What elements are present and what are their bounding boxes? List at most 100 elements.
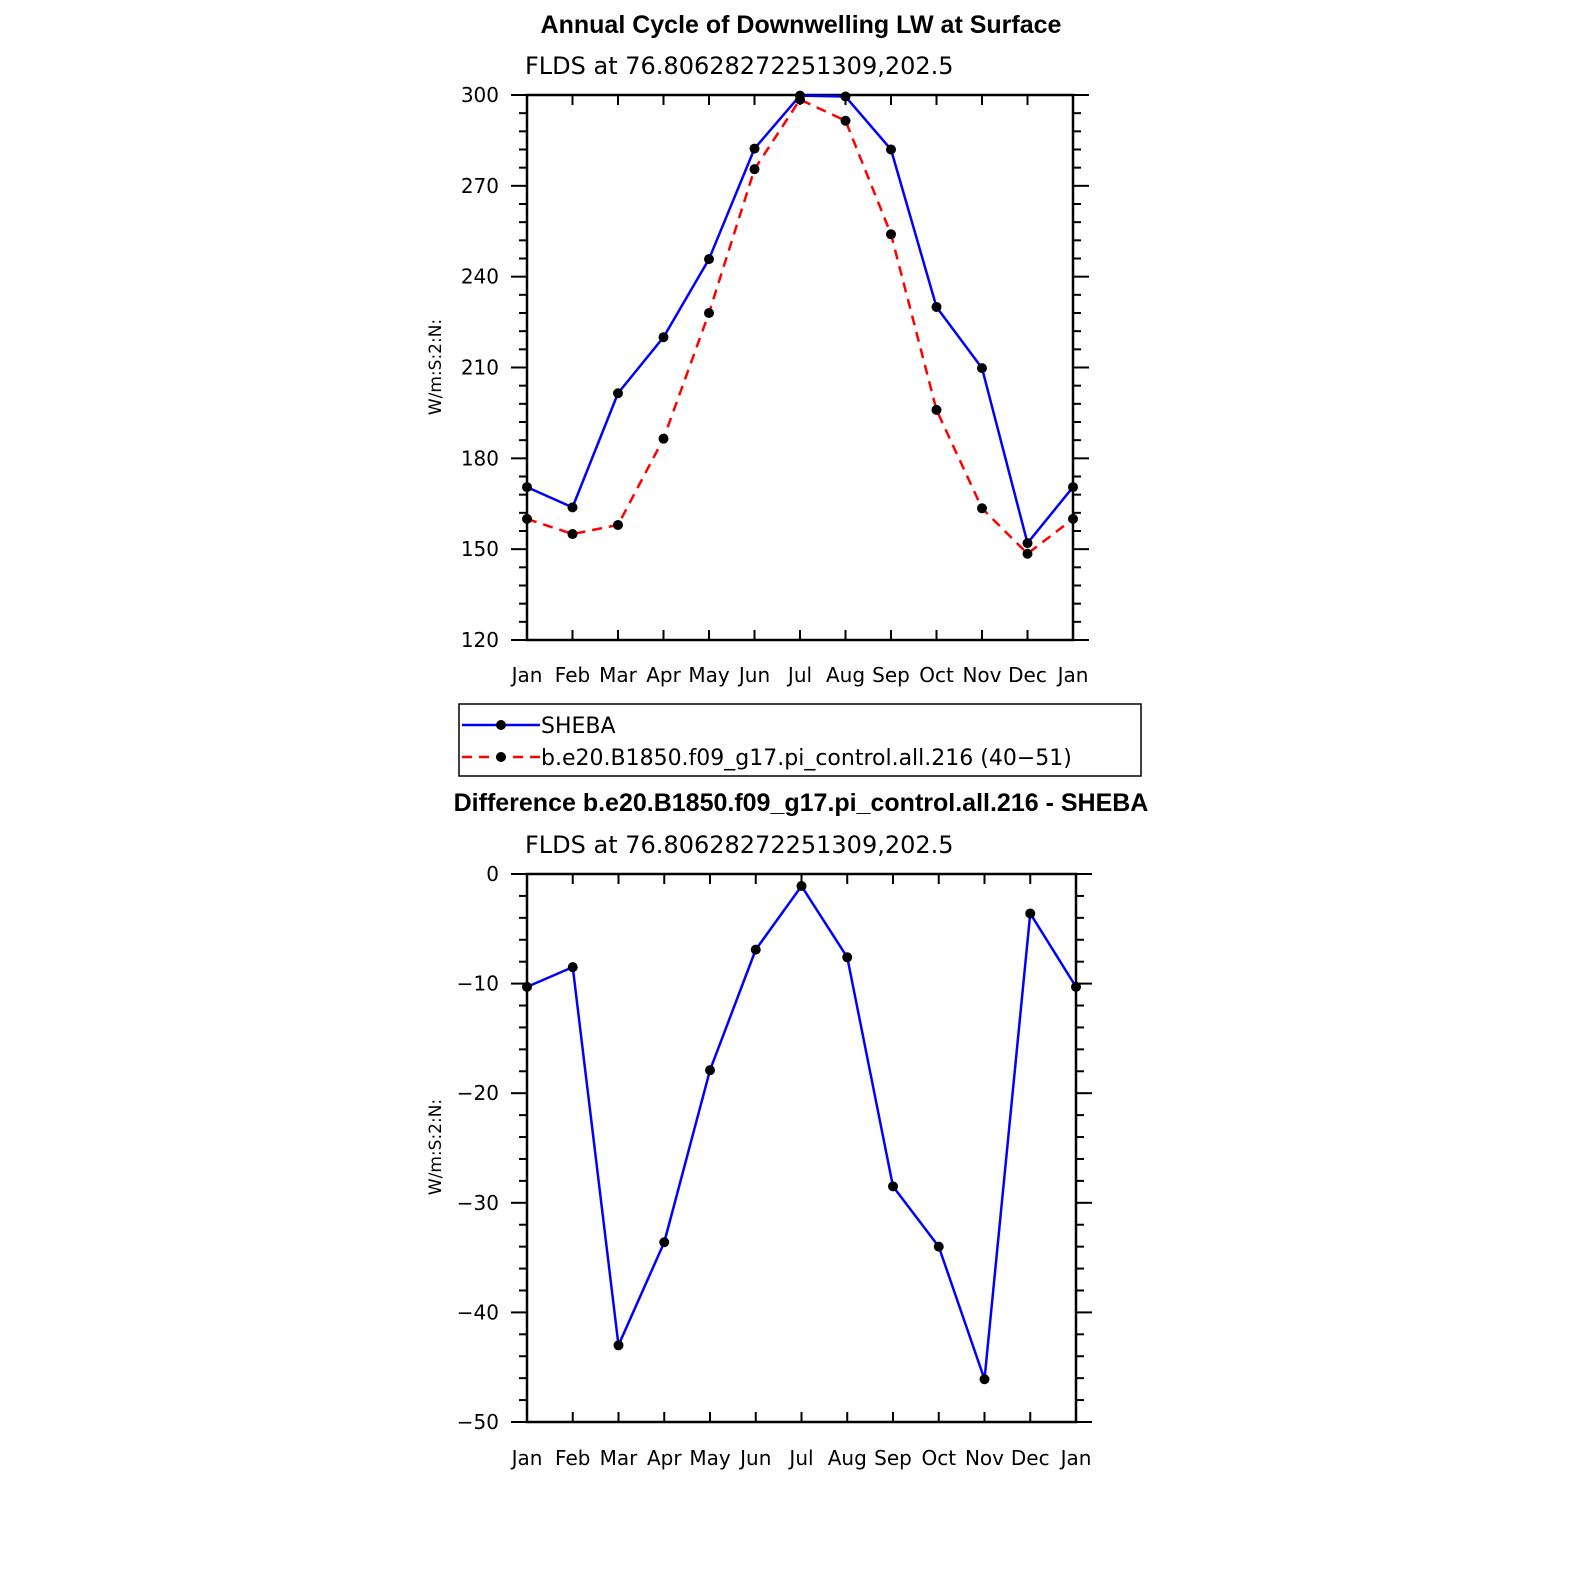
data-point-1 (613, 519, 623, 530)
data-point-0 (567, 502, 578, 513)
data-point-0 (1071, 981, 1081, 992)
data-point-1 (1068, 513, 1078, 524)
y-tick-label: 150 (461, 537, 499, 561)
x-tick-label: Jul (787, 1446, 813, 1470)
data-point-1 (931, 404, 942, 415)
x-tick-label: Nov (962, 663, 1001, 687)
legend-label-model: b.e20.B1850.f09_g17.pi_control.all.216 (… (541, 746, 1072, 771)
data-point-0 (750, 944, 761, 955)
x-tick-label: Sep (874, 1446, 912, 1470)
data-point-0 (1025, 908, 1036, 919)
data-point-0 (1068, 482, 1078, 493)
series-lines (526, 94, 1074, 555)
x-tick-label: Aug (826, 663, 865, 687)
data-point-0 (931, 301, 942, 312)
data-point-0 (886, 144, 896, 155)
y-tick-labels: 120 150 180 210 240 270 300 (461, 83, 499, 652)
x-tick-label: Jan (510, 663, 543, 687)
data-point-0 (979, 1374, 990, 1385)
data-point-0 (842, 952, 853, 963)
data-point-0 (613, 388, 623, 399)
series-lines (526, 884, 1078, 1381)
data-point-1 (795, 94, 805, 105)
data-point-0 (977, 363, 987, 374)
x-tick-label: Mar (599, 663, 638, 687)
x-tick-label: Jan (510, 1446, 543, 1470)
data-point-1 (567, 529, 578, 540)
y-tick-label: −20 (457, 1081, 499, 1105)
x-tick-label: Jan (1056, 663, 1089, 687)
series-line-0 (526, 884, 1078, 1381)
x-tick-label: Feb (555, 1446, 590, 1470)
data-point-0 (659, 1237, 670, 1248)
x-tick-labels: Jan Feb Mar Apr May Jun Jul Aug Sep Oct Nov Dec Jan (510, 663, 1089, 687)
series-points (522, 90, 1078, 559)
data-point-0 (796, 881, 807, 892)
data-point-0 (522, 981, 532, 992)
axis-ticks (511, 94, 1089, 641)
x-tick-label: Nov (965, 1446, 1004, 1470)
y-tick-label: −40 (457, 1300, 499, 1324)
y-tick-label: 0 (486, 862, 499, 886)
x-tick-label: May (689, 1446, 731, 1470)
y-tick-label: 240 (461, 265, 499, 289)
data-point-0 (704, 254, 714, 265)
chart-subtitle: FLDS at 76.80628272251309,202.5 (525, 831, 954, 859)
y-tick-label: 300 (461, 83, 499, 107)
data-point-0 (567, 962, 578, 973)
data-point-0 (933, 1241, 944, 1252)
y-tick-label: 210 (461, 356, 499, 380)
y-tick-label: 120 (461, 628, 499, 652)
y-tick-label: −50 (457, 1410, 499, 1434)
chart-title: Difference b.e20.B1850.f09_g17.pi_contro… (454, 789, 1149, 817)
x-tick-label: Apr (646, 663, 681, 687)
x-tick-label: Oct (919, 663, 954, 687)
data-point-1 (704, 308, 714, 318)
legend: SHEBA b.e20.B1850.f09_g17.pi_control.all… (458, 703, 1142, 777)
data-point-1 (886, 229, 896, 240)
difference-panel: Difference b.e20.B1850.f09_g17.pi_contro… (426, 789, 1148, 1470)
series-points (522, 881, 1081, 1385)
data-point-0 (613, 1340, 624, 1351)
y-tick-label: 270 (461, 174, 499, 198)
data-point-0 (888, 1181, 898, 1192)
chart-title: Annual Cycle of Downwelling LW at Surfac… (541, 11, 1062, 39)
data-point-0 (1022, 538, 1033, 549)
y-tick-label: 180 (461, 446, 499, 470)
data-point-1 (658, 433, 669, 444)
data-point-0 (840, 91, 851, 102)
axis-ticks (511, 873, 1092, 1423)
y-tick-label: −30 (457, 1191, 499, 1215)
x-tick-label: Aug (828, 1446, 867, 1470)
data-point-1 (840, 115, 851, 126)
chart-subtitle: FLDS at 76.80628272251309,202.5 (525, 52, 954, 80)
y-axis-label: W/m:S:2:N: (426, 1099, 446, 1195)
x-tick-label: Dec (1011, 1446, 1050, 1470)
x-tick-label: Jul (786, 663, 812, 687)
x-tick-label: May (688, 663, 730, 687)
legend-label-sheba: SHEBA (541, 714, 616, 739)
x-tick-label: Oct (921, 1446, 956, 1470)
x-tick-labels: Jan Feb Mar Apr May Jun Jul Aug Sep Oct Nov Dec Jan (510, 1446, 1092, 1470)
y-tick-labels: −50 −40 −30 −20 −10 0 (457, 862, 499, 1434)
series-line-0 (526, 94, 1074, 545)
plot-frame (525, 93, 1075, 642)
data-point-1 (1022, 548, 1033, 559)
x-tick-label: Jan (1059, 1446, 1092, 1470)
data-point-1 (749, 164, 760, 175)
x-tick-label: Dec (1008, 663, 1047, 687)
series-line-1 (526, 98, 1074, 555)
legend-frame (458, 703, 1142, 777)
x-tick-label: Jun (737, 663, 770, 687)
x-tick-label: Sep (872, 663, 910, 687)
data-point-1 (522, 513, 532, 524)
data-point-0 (749, 143, 760, 154)
data-point-0 (658, 332, 669, 343)
x-tick-label: Feb (555, 663, 590, 687)
y-axis-label: W/m:S:2:N: (426, 319, 446, 415)
x-tick-label: Apr (647, 1446, 682, 1470)
plot-frame (525, 872, 1078, 1424)
legend-marker-sheba (496, 720, 506, 730)
y-tick-label: −10 (457, 972, 499, 996)
